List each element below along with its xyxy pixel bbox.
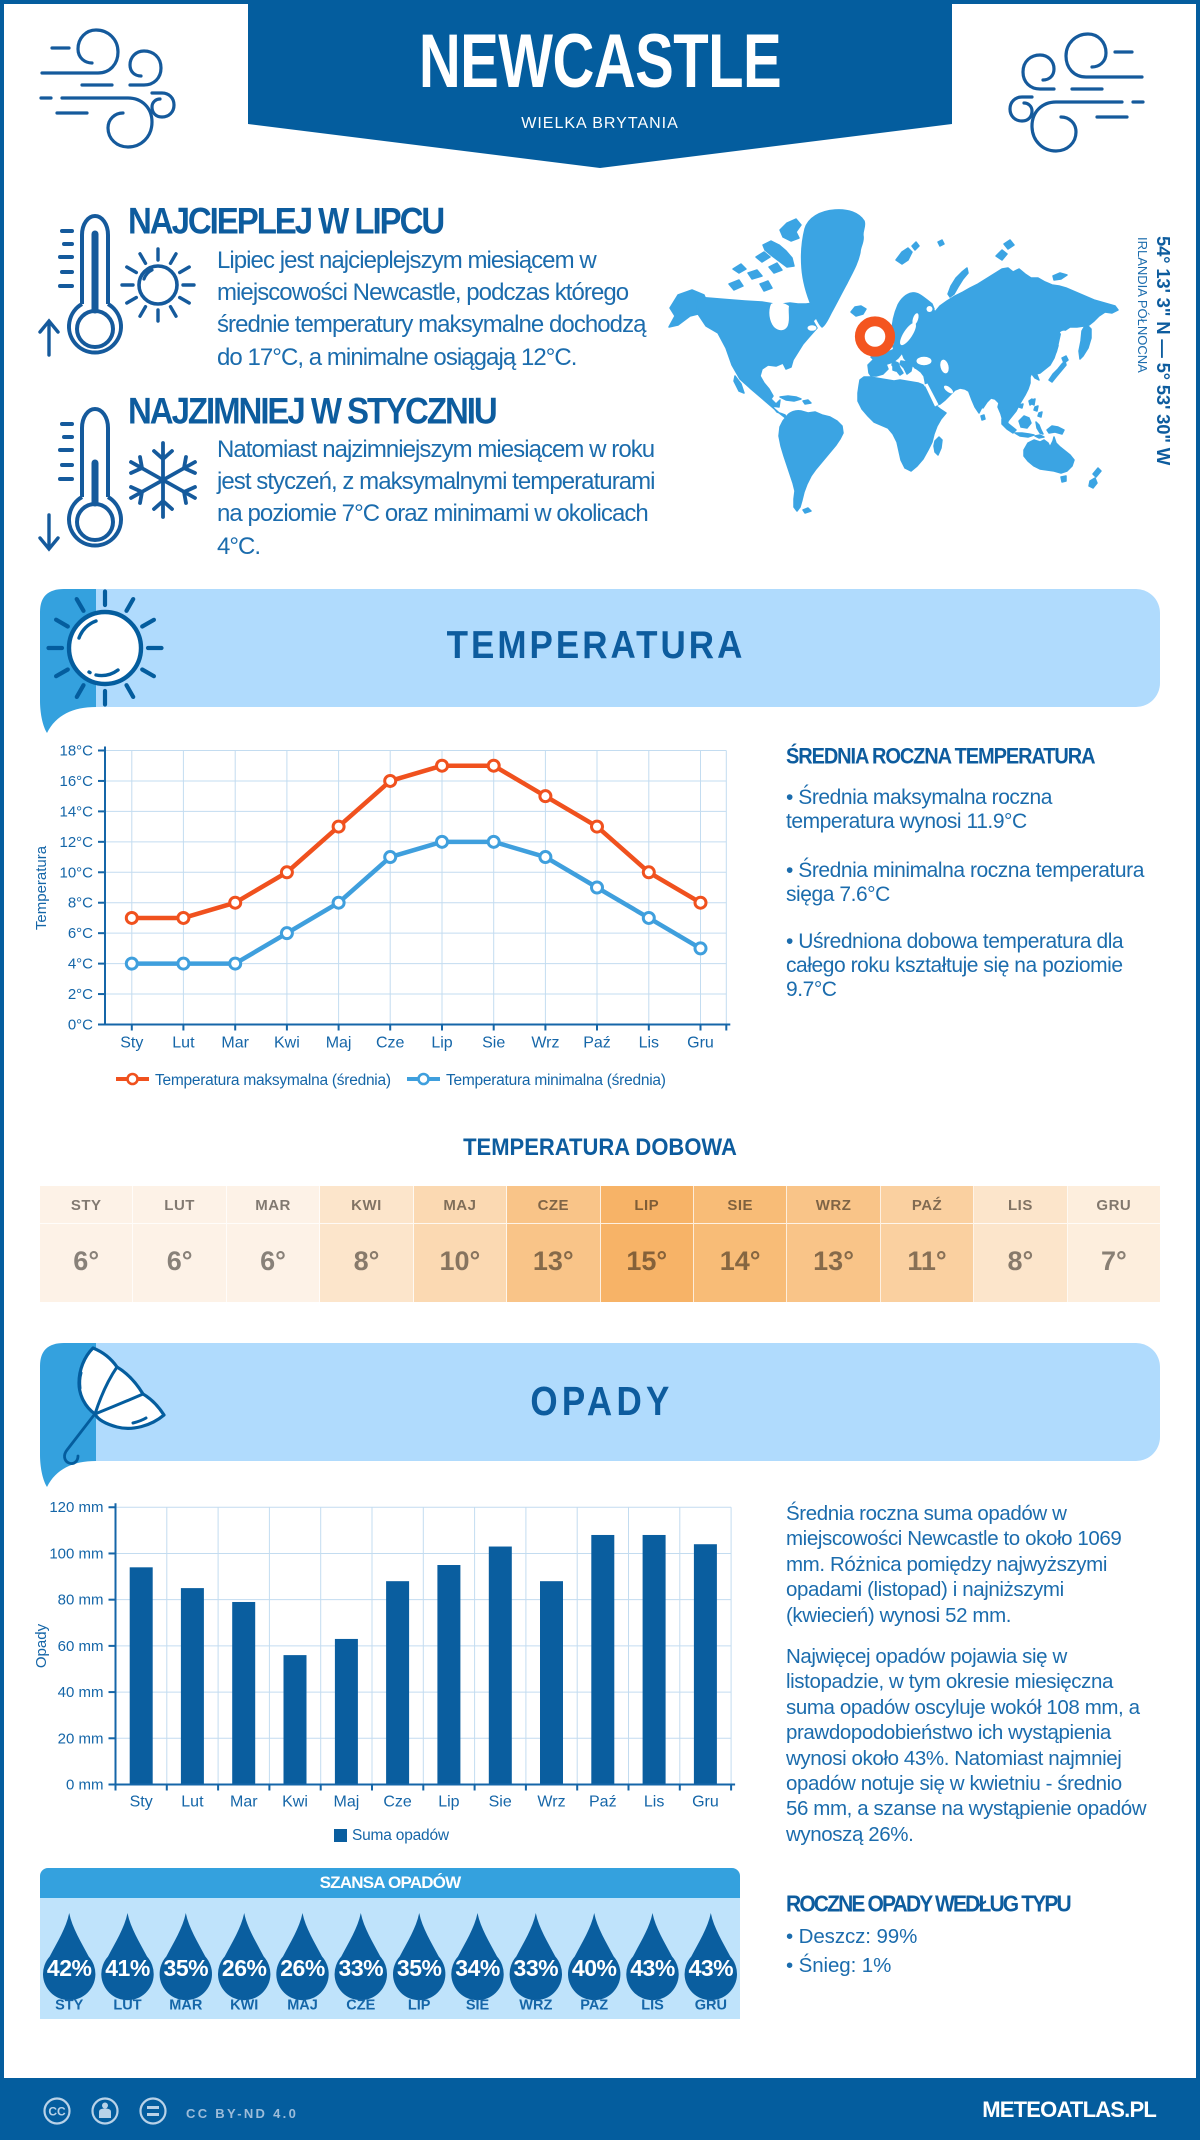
svg-text:Maj: Maj — [334, 1794, 360, 1811]
svg-text:Sie: Sie — [482, 1035, 505, 1052]
svg-text:10°C: 10°C — [59, 864, 93, 881]
svg-text:Lip: Lip — [438, 1794, 459, 1811]
svg-text:35%: 35% — [164, 1955, 209, 1981]
svg-text:Suma opadów: Suma opadów — [352, 1827, 450, 1844]
svg-text:33%: 33% — [514, 1955, 559, 1981]
svg-text:35%: 35% — [397, 1955, 442, 1981]
svg-text:Paź: Paź — [583, 1035, 611, 1052]
svg-text:Temperatura maksymalna (średni: Temperatura maksymalna (średnia) — [155, 1072, 391, 1089]
svg-text:CZE: CZE — [346, 1998, 375, 2014]
svg-text:41%: 41% — [105, 1955, 150, 1981]
svg-text:0 mm: 0 mm — [66, 1777, 104, 1794]
svg-text:Lis: Lis — [639, 1035, 659, 1052]
svg-text:Gru: Gru — [687, 1035, 714, 1052]
svg-text:STY: STY — [55, 1998, 84, 2014]
svg-text:Gru: Gru — [692, 1794, 719, 1811]
svg-text:120 mm: 120 mm — [49, 1499, 103, 1516]
svg-text:33%: 33% — [339, 1955, 384, 1981]
svg-text:2°C: 2°C — [68, 986, 93, 1003]
svg-text:GRU: GRU — [695, 1998, 727, 2014]
svg-text:Wrz: Wrz — [537, 1794, 565, 1811]
svg-text:Cze: Cze — [383, 1794, 412, 1811]
svg-text:26%: 26% — [280, 1955, 325, 1981]
svg-text:20 mm: 20 mm — [58, 1730, 104, 1747]
svg-text:Mar: Mar — [230, 1794, 258, 1811]
svg-text:Lut: Lut — [172, 1035, 195, 1052]
svg-text:MAR: MAR — [169, 1998, 203, 2014]
svg-text:Opady: Opady — [33, 1623, 50, 1668]
svg-text:LUT: LUT — [113, 1998, 141, 2014]
svg-text:14°C: 14°C — [59, 803, 93, 820]
svg-text:Kwi: Kwi — [274, 1035, 300, 1052]
svg-text:CC: CC — [48, 2105, 66, 2119]
svg-text:100 mm: 100 mm — [49, 1546, 103, 1563]
svg-text:Maj: Maj — [326, 1035, 352, 1052]
svg-text:60 mm: 60 mm — [58, 1638, 104, 1655]
svg-text:Lip: Lip — [431, 1035, 452, 1052]
svg-text:34%: 34% — [455, 1955, 500, 1981]
svg-text:8°C: 8°C — [68, 895, 93, 912]
svg-text:Kwi: Kwi — [282, 1794, 308, 1811]
svg-text:Cze: Cze — [376, 1035, 405, 1052]
svg-text:18°C: 18°C — [59, 743, 93, 760]
svg-text:Mar: Mar — [221, 1035, 249, 1052]
svg-text:40 mm: 40 mm — [58, 1684, 104, 1701]
svg-text:Lis: Lis — [644, 1794, 664, 1811]
svg-text:MAJ: MAJ — [287, 1998, 318, 2014]
svg-text:PAŹ: PAŹ — [580, 1997, 608, 2014]
svg-text:42%: 42% — [47, 1955, 92, 1981]
svg-text:Sty: Sty — [130, 1794, 153, 1811]
svg-text:Paź: Paź — [589, 1794, 617, 1811]
svg-text:Temperatura minimalna (średnia: Temperatura minimalna (średnia) — [446, 1072, 666, 1089]
svg-text:26%: 26% — [222, 1955, 267, 1981]
svg-text:WRZ: WRZ — [519, 1998, 552, 2014]
svg-text:Sie: Sie — [489, 1794, 512, 1811]
svg-text:KWI: KWI — [230, 1998, 258, 2014]
svg-text:16°C: 16°C — [59, 773, 93, 790]
svg-text:43%: 43% — [630, 1955, 675, 1981]
svg-text:6°C: 6°C — [68, 925, 93, 942]
svg-text:Wrz: Wrz — [531, 1035, 559, 1052]
svg-text:SIE: SIE — [466, 1998, 490, 2014]
svg-text:43%: 43% — [689, 1955, 734, 1981]
svg-text:LIS: LIS — [641, 1998, 664, 2014]
svg-text:0°C: 0°C — [68, 1017, 93, 1034]
svg-text:Lut: Lut — [181, 1794, 204, 1811]
svg-text:4°C: 4°C — [68, 956, 93, 973]
svg-text:40%: 40% — [572, 1955, 617, 1981]
svg-text:80 mm: 80 mm — [58, 1592, 104, 1609]
svg-text:Temperatura: Temperatura — [33, 845, 50, 930]
svg-text:Sty: Sty — [120, 1035, 143, 1052]
svg-text:12°C: 12°C — [59, 834, 93, 851]
svg-text:LIP: LIP — [408, 1998, 431, 2014]
